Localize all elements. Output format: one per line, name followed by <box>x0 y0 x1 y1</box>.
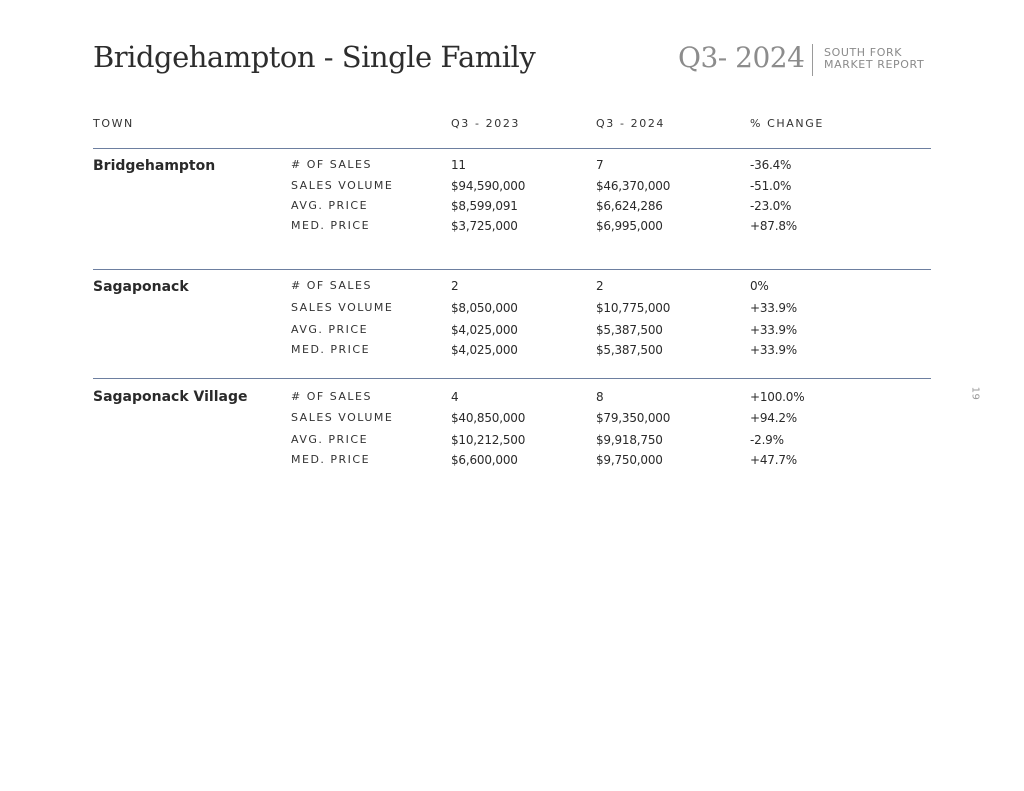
town-name: Bridgehampton <box>93 158 216 174</box>
value-q3-2023: $3,725,000 <box>451 219 518 233</box>
report-label: SOUTH FORK MARKET REPORT <box>824 47 924 71</box>
value-change: +33.9% <box>750 301 797 315</box>
column-header-change: % CHANGE <box>750 117 824 130</box>
value-change: -23.0% <box>750 199 792 213</box>
value-q3-2024: 7 <box>596 158 604 172</box>
value-q3-2023: $94,590,000 <box>451 179 526 193</box>
value-q3-2024: $9,750,000 <box>596 453 663 467</box>
section-rule <box>93 378 931 379</box>
column-header-q3-2024: Q3 - 2024 <box>596 117 666 130</box>
town-name: Sagaponack Village <box>93 389 248 405</box>
page-number: 19 <box>969 386 981 401</box>
value-q3-2023: 11 <box>451 158 466 172</box>
value-q3-2023: $40,850,000 <box>451 411 526 425</box>
metric-label: AVG. PRICE <box>291 199 369 212</box>
metric-label: # OF SALES <box>291 390 372 403</box>
value-q3-2024: 8 <box>596 390 604 404</box>
value-q3-2023: $4,025,000 <box>451 343 518 357</box>
value-q3-2024: $46,370,000 <box>596 179 671 193</box>
town-name: Sagaponack <box>93 279 189 295</box>
metric-label: MED. PRICE <box>291 343 371 356</box>
value-q3-2024: $5,387,500 <box>596 323 663 337</box>
value-change: +33.9% <box>750 343 797 357</box>
value-q3-2023: $8,599,091 <box>451 199 518 213</box>
column-header-town: TOWN <box>93 117 134 130</box>
metric-label: SALES VOLUME <box>291 179 394 192</box>
value-q3-2024: $5,387,500 <box>596 343 663 357</box>
metric-label: AVG. PRICE <box>291 433 369 446</box>
value-change: +100.0% <box>750 390 805 404</box>
value-q3-2023: $10,212,500 <box>451 433 526 447</box>
value-change: +94.2% <box>750 411 797 425</box>
value-q3-2023: 4 <box>451 390 459 404</box>
value-change: 0% <box>750 279 769 293</box>
quarter-label: Q3- 2024 <box>678 41 805 74</box>
value-change: -36.4% <box>750 158 792 172</box>
section-rule <box>93 269 931 270</box>
report-label-line2: MARKET REPORT <box>824 58 925 71</box>
value-change: -2.9% <box>750 433 784 447</box>
section-rule <box>93 148 931 149</box>
value-q3-2024: $79,350,000 <box>596 411 671 425</box>
value-q3-2023: $4,025,000 <box>451 323 518 337</box>
metric-label: MED. PRICE <box>291 453 371 466</box>
value-q3-2023: $8,050,000 <box>451 301 518 315</box>
column-header-q3-2023: Q3 - 2023 <box>451 117 521 130</box>
metric-label: MED. PRICE <box>291 219 371 232</box>
value-change: +47.7% <box>750 453 797 467</box>
metric-label: SALES VOLUME <box>291 301 394 314</box>
report-label-line1: SOUTH FORK <box>824 46 903 59</box>
metric-label: # OF SALES <box>291 158 372 171</box>
value-q3-2023: $6,600,000 <box>451 453 518 467</box>
value-q3-2024: $6,995,000 <box>596 219 663 233</box>
value-q3-2024: $6,624,286 <box>596 199 663 213</box>
value-q3-2024: 2 <box>596 279 604 293</box>
value-change: -51.0% <box>750 179 792 193</box>
metric-label: # OF SALES <box>291 279 372 292</box>
value-q3-2024: $10,775,000 <box>596 301 671 315</box>
value-q3-2023: 2 <box>451 279 459 293</box>
metric-label: SALES VOLUME <box>291 411 394 424</box>
value-change: +33.9% <box>750 323 797 337</box>
header-divider <box>812 44 813 76</box>
metric-label: AVG. PRICE <box>291 323 369 336</box>
page-title: Bridgehampton - Single Family <box>93 40 536 74</box>
value-change: +87.8% <box>750 219 797 233</box>
value-q3-2024: $9,918,750 <box>596 433 663 447</box>
